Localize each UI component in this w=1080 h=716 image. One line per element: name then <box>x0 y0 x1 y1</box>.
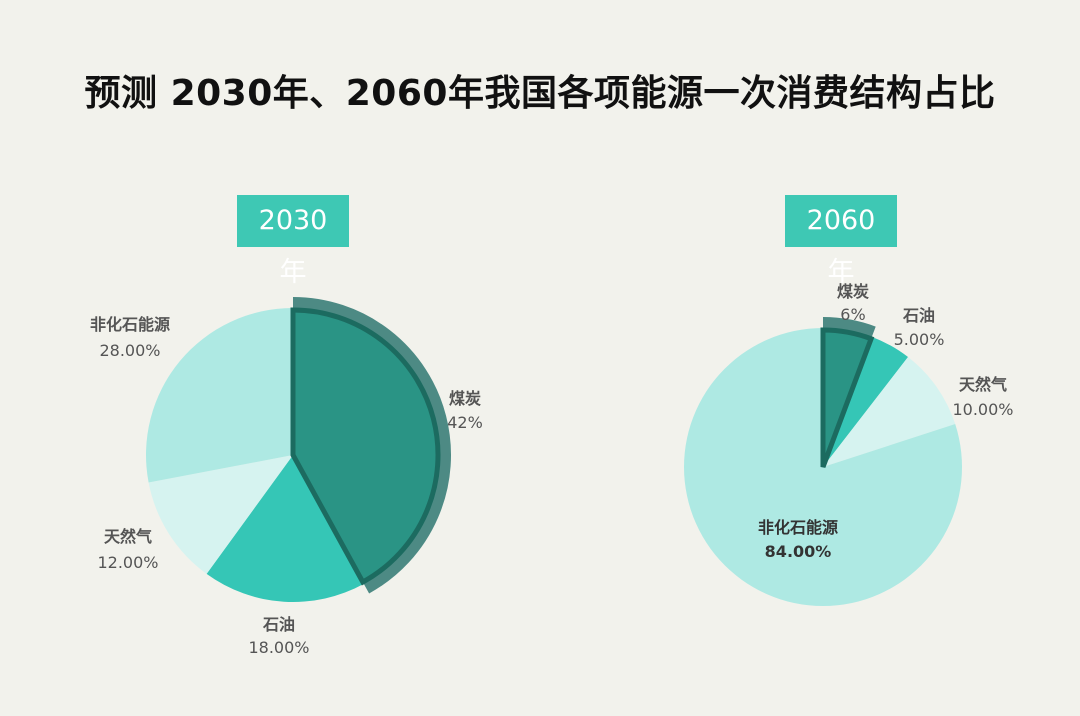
label-coal-value: 6% <box>840 305 865 324</box>
label-gas-name: 天然气 <box>959 375 1007 394</box>
slice-oil <box>206 455 364 602</box>
pie-2030-title-badge: 2030年 <box>237 195 349 288</box>
slice-coal-highlight <box>822 317 876 338</box>
label-gas-name: 天然气 <box>104 527 152 546</box>
label-oil-name: 石油 <box>262 615 295 634</box>
label-oil-name: 石油 <box>902 306 935 325</box>
label-gas-value: 12.00% <box>97 553 158 572</box>
label-gas-value: 10.00% <box>952 400 1013 419</box>
slice-coal <box>290 307 441 586</box>
label-non-fossil-value: 84.00% <box>765 542 832 561</box>
chart-title: 预测 2030年、2060年我国各项能源一次消费结构占比 <box>84 73 996 114</box>
pie-2060: 煤炭 6% 石油 5.00% 天然气 10.00% 非化石能源 84.00% <box>684 282 1014 607</box>
label-non-fossil-value: 28.00% <box>99 341 160 360</box>
slice-gas <box>823 357 956 467</box>
pie-2030: 煤炭 42% 石油 18.00% 天然气 12.00% 非化石能源 28.00% <box>90 297 483 657</box>
label-coal-name: 煤炭 <box>837 282 869 301</box>
label-coal-value: 42% <box>447 413 483 432</box>
pie-2060-title-badge: 2060年 <box>785 195 897 288</box>
label-coal-name: 煤炭 <box>449 389 481 408</box>
slice-non-fossil <box>146 307 293 483</box>
label-oil-value: 18.00% <box>248 638 309 657</box>
label-non-fossil-name: 非化石能源 <box>90 315 170 334</box>
slice-coal-highlight <box>292 297 451 594</box>
label-oil-value: 5.00% <box>894 330 945 349</box>
slice-oil <box>823 336 909 467</box>
label-non-fossil-name: 非化石能源 <box>758 518 838 537</box>
slice-coal <box>820 327 875 468</box>
slice-gas <box>148 455 293 574</box>
